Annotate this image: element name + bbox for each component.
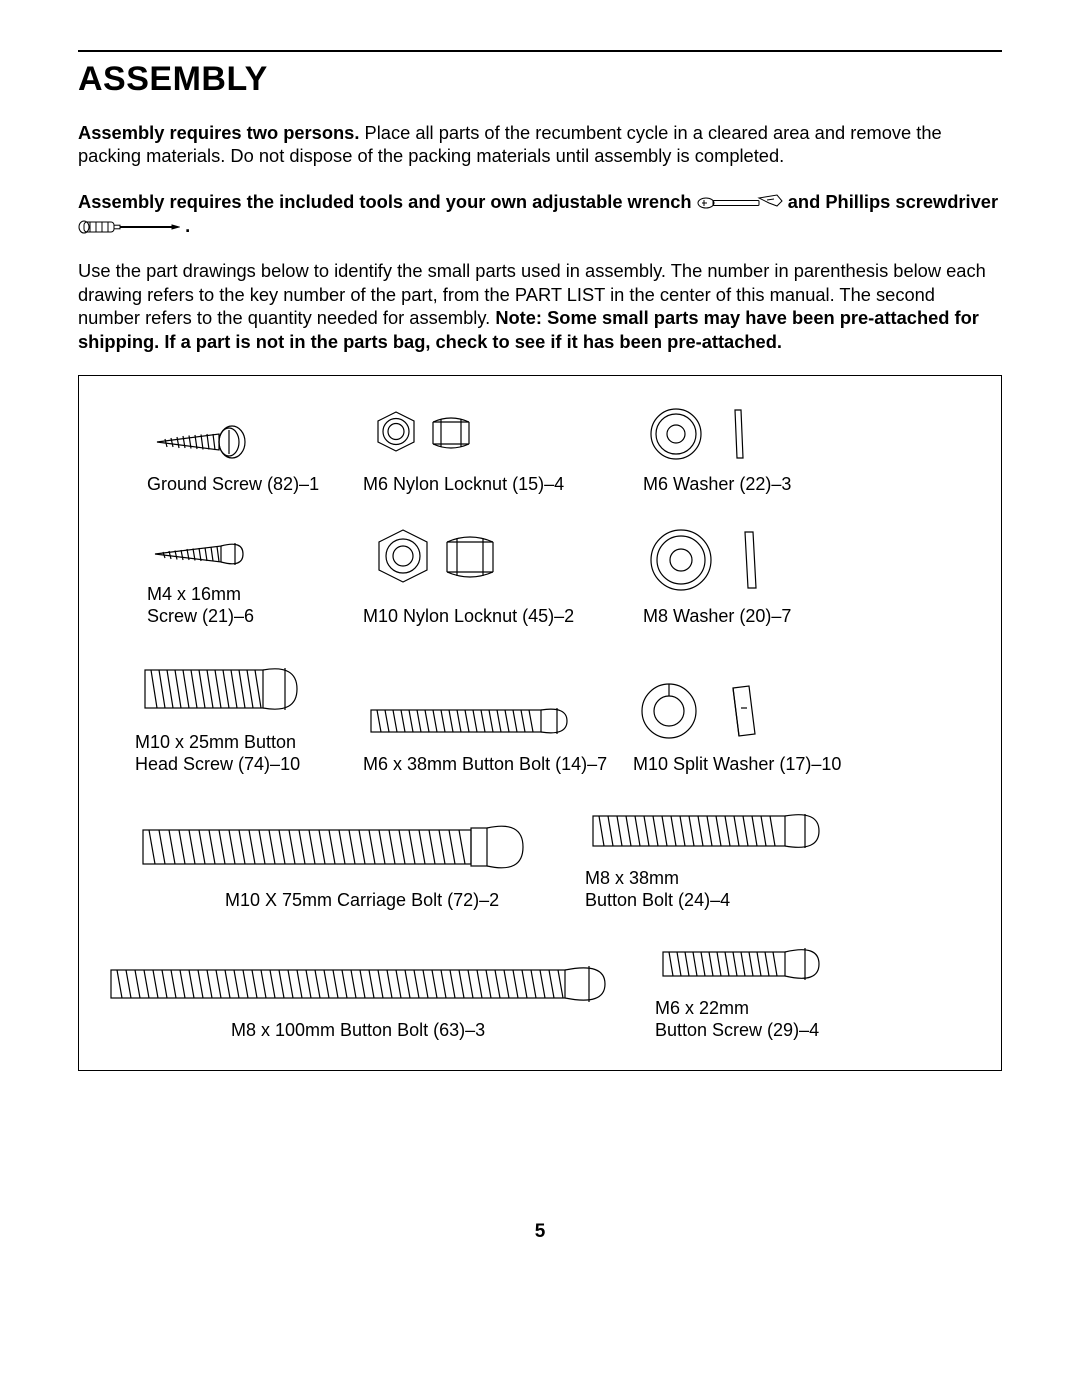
- part-label-line: Button Bolt (24)–4: [585, 890, 730, 910]
- part-cell: M8 x 100mm Button Bolt (63)–3: [105, 956, 627, 1042]
- part-label: M8 x 100mm Button Bolt (63)–3: [231, 1020, 485, 1042]
- part-label-line: Screw (21)–6: [147, 606, 254, 626]
- part-label: M10 X 75mm Carriage Bolt (72)–2: [225, 890, 499, 912]
- intro-paragraph: Assembly requires two persons. Place all…: [78, 121, 1002, 168]
- m8x38-drawing: [585, 804, 835, 858]
- m8x100-drawing: [105, 956, 617, 1010]
- part-label: M6 Washer (22)–3: [643, 474, 791, 496]
- part-label: M10 x 25mm Button Head Screw (74)–10: [135, 732, 300, 776]
- m6x38-drawing: [363, 698, 583, 744]
- part-label: M6 x 38mm Button Bolt (14)–7: [363, 754, 607, 776]
- part-label-line: M4 x 16mm: [147, 584, 241, 604]
- m10-locknut-drawing: [363, 524, 523, 596]
- m10-split-washer-drawing: [633, 678, 793, 744]
- page-number: 5: [78, 1221, 1002, 1243]
- part-label-line: M10 x 25mm Button: [135, 732, 296, 752]
- parts-row: M10 X 75mm Carriage Bolt (72)–2 M8 x 38m…: [105, 804, 975, 912]
- page-title: ASSEMBLY: [78, 60, 1002, 99]
- ground-screw-drawing: [147, 420, 257, 464]
- m6-locknut-drawing: [363, 404, 503, 464]
- part-cell: M10 Nylon Locknut (45)–2: [363, 524, 643, 628]
- part-label-line: Button Screw (29)–4: [655, 1020, 819, 1040]
- part-cell: M8 x 38mm Button Bolt (24)–4: [585, 804, 835, 912]
- part-label: M6 x 22mm Button Screw (29)–4: [655, 998, 819, 1042]
- part-label-line: M8 x 38mm: [585, 868, 679, 888]
- part-label: M4 x 16mm Screw (21)–6: [147, 584, 254, 628]
- part-cell: M10 x 25mm Button Head Screw (74)–10: [135, 656, 363, 776]
- parts-row: M10 x 25mm Button Head Screw (74)–10 M6 …: [105, 656, 975, 776]
- m4-screw-drawing: [147, 534, 255, 574]
- top-rule: [78, 50, 1002, 52]
- explain-paragraph: Use the part drawings below to identify …: [78, 259, 1002, 353]
- part-label: M8 x 38mm Button Bolt (24)–4: [585, 868, 730, 912]
- part-label: M10 Split Washer (17)–10: [633, 754, 841, 776]
- part-cell: Ground Screw (82)–1: [147, 420, 363, 496]
- m10x75-drawing: [135, 814, 535, 880]
- m6x22-drawing: [655, 940, 835, 988]
- parts-box: Ground Screw (82)–1 M6 Nylon Locknut (15…: [78, 375, 1002, 1071]
- parts-row: Ground Screw (82)–1 M6 Nylon Locknut (15…: [105, 404, 975, 496]
- part-cell: M10 Split Washer (17)–10: [633, 678, 841, 776]
- tools-paragraph: Assembly requires the included tools and…: [78, 190, 1002, 238]
- part-label: Ground Screw (82)–1: [147, 474, 319, 496]
- tools-text-b: and Phillips screwdriver: [788, 191, 998, 212]
- tools-text-c: .: [185, 215, 190, 236]
- wrench-icon: [697, 192, 783, 214]
- part-cell: M8 Washer (20)–7: [643, 524, 793, 628]
- intro-lead: Assembly requires two persons.: [78, 122, 359, 143]
- part-cell: M6 x 38mm Button Bolt (14)–7: [363, 698, 633, 776]
- part-cell: M4 x 16mm Screw (21)–6: [147, 534, 363, 628]
- part-label-line: M6 x 22mm: [655, 998, 749, 1018]
- part-cell: M6 x 22mm Button Screw (29)–4: [655, 940, 835, 1042]
- m8-washer-drawing: [643, 524, 793, 596]
- m6-washer-drawing: [643, 404, 783, 464]
- m10x25-drawing: [135, 656, 315, 722]
- part-label: M10 Nylon Locknut (45)–2: [363, 606, 574, 628]
- part-label: M6 Nylon Locknut (15)–4: [363, 474, 564, 496]
- parts-row: M4 x 16mm Screw (21)–6 M10 Nylon Locknut…: [105, 524, 975, 628]
- part-cell: M6 Nylon Locknut (15)–4: [363, 404, 643, 496]
- part-label-line: Head Screw (74)–10: [135, 754, 300, 774]
- page: ASSEMBLY Assembly requires two persons. …: [0, 0, 1080, 1283]
- parts-row: M8 x 100mm Button Bolt (63)–3 M6 x 22mm …: [105, 940, 975, 1042]
- part-cell: M10 X 75mm Carriage Bolt (72)–2: [135, 814, 585, 912]
- part-cell: M6 Washer (22)–3: [643, 404, 791, 496]
- tools-text-a: Assembly requires the included tools and…: [78, 191, 697, 212]
- screwdriver-icon: [78, 219, 180, 235]
- part-label: M8 Washer (20)–7: [643, 606, 791, 628]
